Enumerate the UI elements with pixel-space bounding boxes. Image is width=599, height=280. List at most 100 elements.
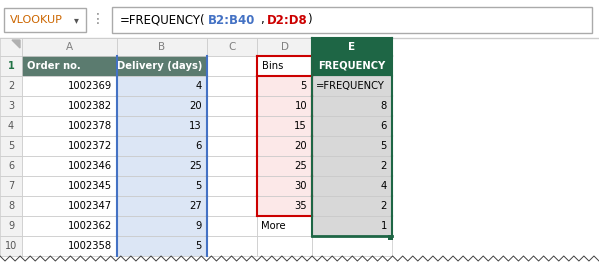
Bar <box>257 56 312 76</box>
Text: Bins: Bins <box>262 61 283 71</box>
Text: 1: 1 <box>380 221 387 231</box>
Bar <box>312 56 392 76</box>
Text: 10: 10 <box>5 241 17 251</box>
Bar <box>207 216 257 236</box>
Text: 5: 5 <box>196 241 202 251</box>
Text: 5: 5 <box>8 141 14 151</box>
Bar <box>117 136 207 156</box>
Text: ): ) <box>307 13 311 27</box>
Bar <box>0 196 22 216</box>
Text: C: C <box>228 42 235 52</box>
Bar <box>0 136 22 156</box>
Text: 8: 8 <box>381 101 387 111</box>
Bar <box>257 116 312 136</box>
Text: 6: 6 <box>8 161 14 171</box>
Bar <box>257 76 312 96</box>
Text: 4: 4 <box>381 181 387 191</box>
Bar <box>22 176 117 196</box>
Bar <box>117 156 207 176</box>
Text: 1002346: 1002346 <box>68 161 112 171</box>
Bar <box>257 196 312 216</box>
Text: D: D <box>280 42 289 52</box>
Bar <box>0 236 22 256</box>
Bar <box>117 236 207 256</box>
Text: 4: 4 <box>8 121 14 131</box>
Polygon shape <box>12 40 20 48</box>
Bar <box>117 96 207 116</box>
Bar <box>117 38 207 56</box>
Text: Delivery (days): Delivery (days) <box>117 61 202 71</box>
Bar <box>257 156 312 176</box>
Text: 20: 20 <box>189 101 202 111</box>
Text: 6: 6 <box>196 141 202 151</box>
Bar <box>22 56 117 76</box>
Bar <box>0 0 599 38</box>
Text: 4: 4 <box>196 81 202 91</box>
Text: B: B <box>159 42 165 52</box>
Bar <box>312 76 392 96</box>
Bar <box>257 96 312 116</box>
Bar <box>207 176 257 196</box>
Bar <box>0 156 22 176</box>
Text: 1002378: 1002378 <box>68 121 112 131</box>
Text: 2: 2 <box>380 161 387 171</box>
Bar <box>207 56 257 76</box>
Bar <box>22 96 117 116</box>
Text: ,: , <box>260 13 264 27</box>
Bar <box>207 196 257 216</box>
Text: 1002382: 1002382 <box>68 101 112 111</box>
Bar <box>257 236 312 256</box>
Bar <box>117 216 207 236</box>
Bar <box>112 7 592 33</box>
Text: 7: 7 <box>8 181 14 191</box>
Text: A: A <box>66 42 73 52</box>
Text: 9: 9 <box>196 221 202 231</box>
Text: 1002372: 1002372 <box>68 141 112 151</box>
Text: 2: 2 <box>380 201 387 211</box>
Text: 1002345: 1002345 <box>68 181 112 191</box>
Bar <box>117 196 207 216</box>
Bar <box>257 176 312 196</box>
Bar <box>207 96 257 116</box>
Bar <box>0 38 22 56</box>
Bar <box>117 176 207 196</box>
Text: 25: 25 <box>294 161 307 171</box>
Text: 6: 6 <box>380 121 387 131</box>
Text: 15: 15 <box>294 121 307 131</box>
Bar <box>312 96 392 116</box>
Bar <box>312 216 392 236</box>
Bar <box>22 116 117 136</box>
Text: More: More <box>261 221 286 231</box>
Bar <box>257 216 312 236</box>
Text: 1002358: 1002358 <box>68 241 112 251</box>
Bar <box>22 136 117 156</box>
Bar <box>0 56 22 76</box>
Bar <box>257 38 312 56</box>
Bar <box>312 176 392 196</box>
Text: 1002362: 1002362 <box>68 221 112 231</box>
Bar <box>22 236 117 256</box>
Bar <box>312 196 392 216</box>
Bar <box>312 116 392 136</box>
Text: 1002347: 1002347 <box>68 201 112 211</box>
Bar <box>207 156 257 176</box>
Text: 5: 5 <box>380 141 387 151</box>
Bar <box>117 116 207 136</box>
Bar <box>22 156 117 176</box>
Text: 13: 13 <box>189 121 202 131</box>
Text: E: E <box>349 42 356 52</box>
Text: 30: 30 <box>295 181 307 191</box>
Bar <box>312 136 392 156</box>
Bar <box>0 96 22 116</box>
Text: ⋮: ⋮ <box>91 12 105 26</box>
Text: ▾: ▾ <box>74 15 78 25</box>
Bar <box>207 136 257 156</box>
Text: 5: 5 <box>301 81 307 91</box>
Text: 35: 35 <box>294 201 307 211</box>
Text: =FREQUENCY: =FREQUENCY <box>316 81 385 91</box>
Text: FREQUENCY: FREQUENCY <box>319 61 386 71</box>
Bar <box>117 56 207 76</box>
Text: 25: 25 <box>189 161 202 171</box>
Text: Order no.: Order no. <box>27 61 81 71</box>
Bar <box>22 196 117 216</box>
